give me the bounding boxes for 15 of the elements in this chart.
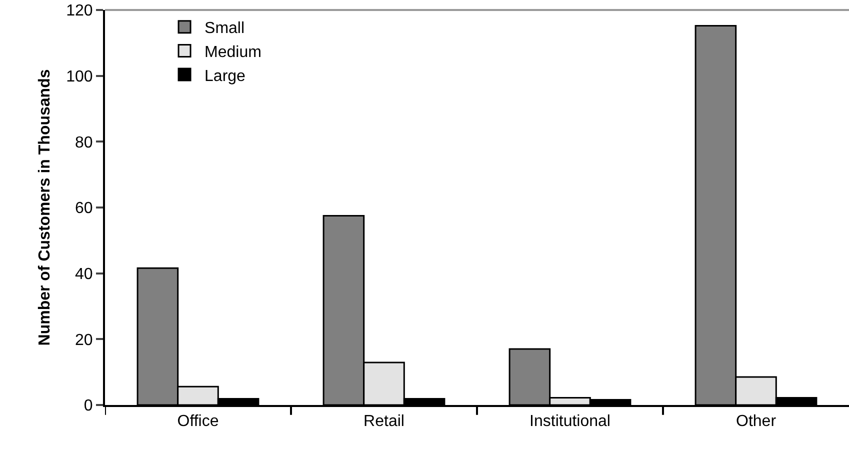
x-tick-label: Office [177, 413, 219, 430]
legend-label: Small [204, 20, 245, 38]
x-tick-label: Institutional [530, 413, 610, 430]
y-tick-label: 40 [75, 266, 93, 283]
y-tick-label: 100 [66, 68, 93, 86]
legend-label: Large [204, 68, 246, 85]
x-tick-label: Other [736, 413, 777, 430]
x-tick-label: Retail [364, 413, 404, 430]
y-tick-label: 80 [75, 134, 93, 152]
y-tick-label: 120 [66, 2, 93, 20]
y-tick-label: 20 [75, 332, 93, 349]
y-tick-label: 0 [84, 398, 93, 415]
legend-label: Medium [204, 44, 262, 61]
y-axis-title: Number of Customers in Thousands [36, 69, 54, 346]
y-tick-label: 60 [75, 200, 93, 218]
